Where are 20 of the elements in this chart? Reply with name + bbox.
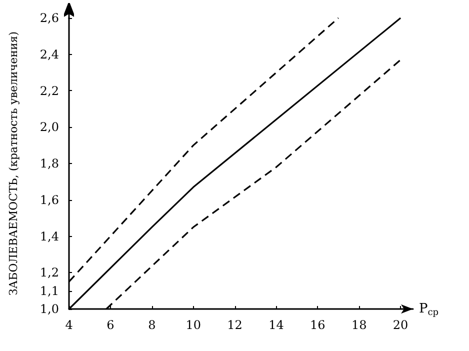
y-tick-label: 2,6: [40, 11, 59, 25]
x-tick-label: 6: [106, 318, 114, 332]
x-tick-label: 10: [186, 318, 201, 332]
x-tick-label: 20: [392, 318, 408, 332]
y-tick-label: 2,2: [40, 84, 59, 98]
y-tick-label: 1,1: [40, 284, 59, 298]
y-tick-label: 2,4: [40, 47, 60, 62]
y-tick-label: 2,0: [40, 120, 59, 134]
y-tick-label: 1,8: [40, 156, 59, 170]
y-tick-label: 1,0: [40, 302, 59, 316]
x-tick-label: 8: [148, 318, 156, 332]
y-tick-label: 1,2: [40, 266, 59, 280]
x-tick-label: 16: [310, 318, 326, 332]
y-axis-title: ЗАБОЛЕВАЕМОСТЬ, (кратность увеличения): [7, 31, 20, 296]
y-tick-label: 1,4: [40, 229, 60, 244]
x-tick-label: 4: [65, 318, 74, 332]
x-tick-label: 18: [351, 318, 367, 332]
x-tick-label: 12: [227, 318, 242, 332]
x-tick-label: 14: [268, 318, 284, 332]
y-tick-label: 1,6: [40, 192, 59, 207]
